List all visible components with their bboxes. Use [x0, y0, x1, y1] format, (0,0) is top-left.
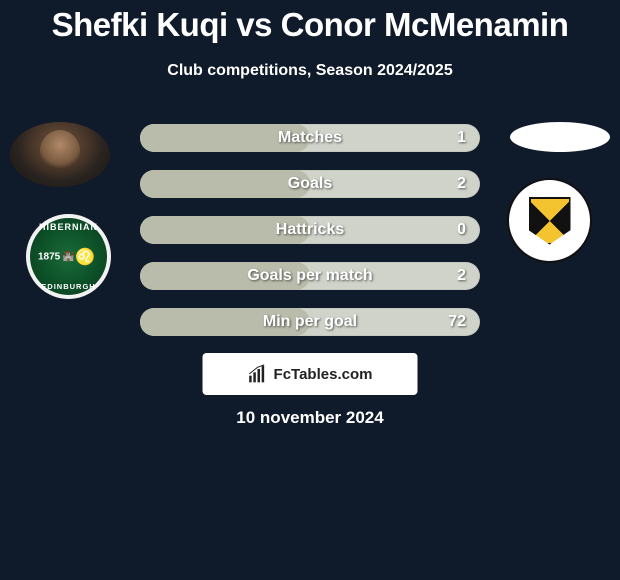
stat-row: Goals per match 2 [140, 262, 480, 290]
source-badge: FcTables.com [203, 353, 418, 395]
stat-row: Goals 2 [140, 170, 480, 198]
player-left-avatar [10, 122, 110, 187]
shield-icon [529, 197, 571, 245]
stat-label: Goals per match [247, 267, 372, 285]
stat-row: Hattricks 0 [140, 216, 480, 244]
page-title: Shefki Kuqi vs Conor McMenamin [0, 0, 620, 44]
stat-fill [140, 170, 310, 198]
stat-row: Min per goal 72 [140, 308, 480, 336]
stat-label: Goals [288, 175, 332, 193]
stat-label: Hattricks [276, 221, 344, 239]
chart-icon [248, 364, 268, 384]
stat-value-right: 2 [457, 175, 466, 193]
club-left-city: EDINBURGH [41, 282, 95, 291]
stat-value-right: 1 [457, 129, 466, 147]
stat-label: Matches [278, 129, 342, 147]
stat-value-right: 2 [457, 267, 466, 285]
source-label: FcTables.com [274, 366, 373, 383]
club-right-logo [507, 178, 592, 263]
castle-icon: 🏰 [62, 251, 74, 262]
stat-row: Matches 1 [140, 124, 480, 152]
harp-icon: ♌ [75, 247, 95, 267]
club-left-year: 1875 [38, 251, 60, 262]
stat-value-right: 72 [448, 313, 466, 331]
club-left-name: HIBERNIAN [39, 222, 98, 232]
date-label: 10 november 2024 [236, 408, 383, 428]
player-right-avatar [510, 122, 610, 152]
stat-value-right: 0 [457, 221, 466, 239]
stats-block: Matches 1 Goals 2 Hattricks 0 Goals per match 2… [140, 124, 480, 354]
comparison-card: Shefki Kuqi vs Conor McMenamin Club comp… [0, 0, 620, 580]
club-left-logo: HIBERNIAN 🏰 1875 ♌ EDINBURGH [26, 214, 111, 299]
stat-label: Min per goal [263, 313, 357, 331]
subtitle: Club competitions, Season 2024/2025 [0, 62, 620, 80]
